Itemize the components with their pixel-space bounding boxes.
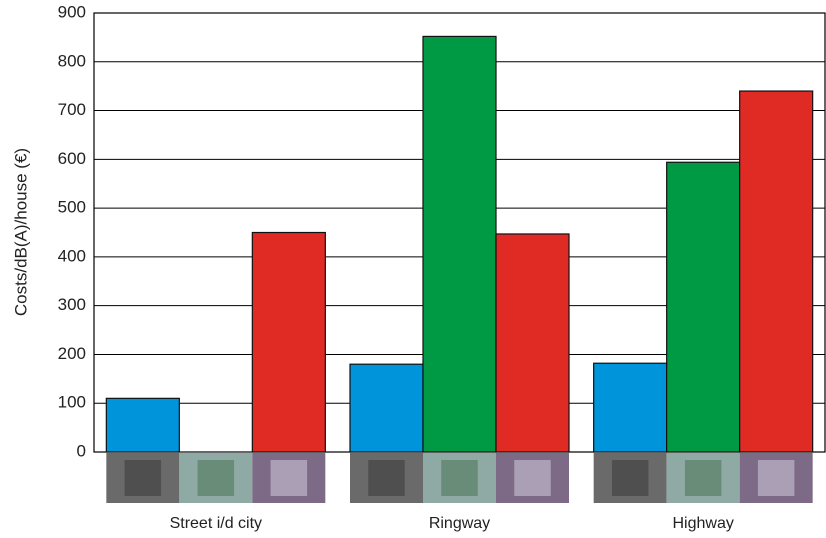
photo-detail — [757, 460, 795, 496]
y-tick-label: 600 — [58, 149, 86, 168]
y-axis-label: Costs/dB(A)/house (€) — [11, 148, 30, 316]
x-tick-label: Street i/d city — [170, 515, 262, 532]
photo-detail — [368, 460, 405, 496]
y-tick-label: 800 — [58, 51, 86, 70]
y-tick-label: 700 — [58, 100, 86, 119]
x-tick-label: Ringway — [429, 515, 490, 532]
y-tick-label: 500 — [58, 198, 86, 217]
y-tick-label: 400 — [58, 246, 86, 265]
y-tick-label: 0 — [77, 441, 86, 460]
x-tick-label: Highway — [672, 515, 733, 532]
photo-detail — [124, 460, 162, 496]
bar — [251, 231, 326, 453]
bar — [105, 397, 180, 453]
bar — [422, 35, 497, 453]
y-tick-label: 200 — [58, 344, 86, 363]
bar — [593, 362, 668, 453]
photo-detail — [684, 460, 722, 496]
bar — [349, 363, 424, 453]
photo-detail — [514, 460, 551, 496]
photo-detail — [441, 460, 478, 496]
y-tick-label: 300 — [58, 295, 86, 314]
y-tick-label: 900 — [58, 2, 86, 21]
photo-detail — [270, 460, 308, 496]
photo-detail — [197, 460, 235, 496]
bar — [495, 233, 570, 453]
bar — [666, 161, 741, 453]
photo-detail — [611, 460, 649, 496]
bar — [739, 90, 814, 453]
y-tick-label: 100 — [58, 393, 86, 412]
